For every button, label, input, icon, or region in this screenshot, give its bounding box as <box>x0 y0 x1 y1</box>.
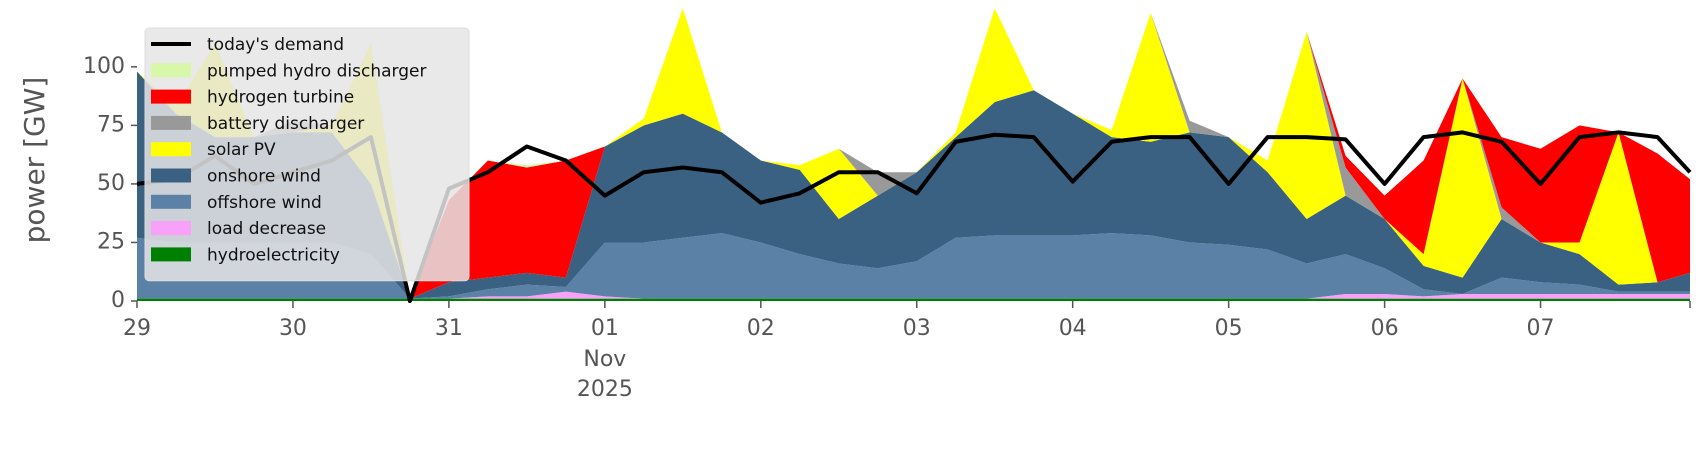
x-tick-label: 31 <box>435 316 463 341</box>
legend-label: pumped hydro discharger <box>207 61 426 81</box>
legend-swatch <box>151 194 191 209</box>
area <box>137 233 1690 299</box>
legend-swatch <box>151 142 191 157</box>
legend: today's demand pumped hydro discharger hyd… <box>144 27 470 282</box>
area <box>137 71 1690 299</box>
y-tick-label: 100 <box>83 54 125 79</box>
x-tick-label: 05 <box>1215 316 1243 341</box>
y-tick-label: 25 <box>97 229 125 254</box>
x-tick-label: 03 <box>903 316 931 341</box>
legend-box <box>144 27 470 282</box>
y-tick-label: 75 <box>97 112 125 137</box>
legend-label: today's demand <box>207 35 344 55</box>
area <box>137 298 1690 301</box>
x-tick-label: 29 <box>123 316 151 341</box>
legend-swatch <box>151 168 191 183</box>
x-year-label: 2025 <box>577 377 633 402</box>
legend-swatch <box>151 89 191 104</box>
legend-swatch <box>151 63 191 78</box>
legend-label: load decrease <box>207 219 326 239</box>
x-tick-label: 07 <box>1527 316 1555 341</box>
legend-label: solar PV <box>207 140 276 160</box>
x-tick-label: 30 <box>279 316 307 341</box>
area <box>137 8 1690 299</box>
area <box>137 8 1690 299</box>
x-tick-label: 06 <box>1371 316 1399 341</box>
legend-swatch <box>151 115 191 130</box>
y-tick-label: 0 <box>111 288 125 313</box>
legend-swatch <box>151 221 191 236</box>
legend-label: offshore wind <box>207 193 322 213</box>
y-axis-label: power [GW] <box>18 77 51 244</box>
y-tick-label: 50 <box>97 171 125 196</box>
x-tick-label: 01 <box>591 316 619 341</box>
x-tick-label: 02 <box>747 316 775 341</box>
area <box>137 291 1690 299</box>
legend-swatch <box>151 247 191 262</box>
legend-label: battery discharger <box>207 114 364 134</box>
x-tick-label: 04 <box>1059 316 1087 341</box>
x-month-label: Nov <box>583 347 626 372</box>
legend-label: onshore wind <box>207 167 321 187</box>
legend-label: hydroelectricity <box>207 245 340 265</box>
legend-label: hydrogen turbine <box>207 88 354 108</box>
